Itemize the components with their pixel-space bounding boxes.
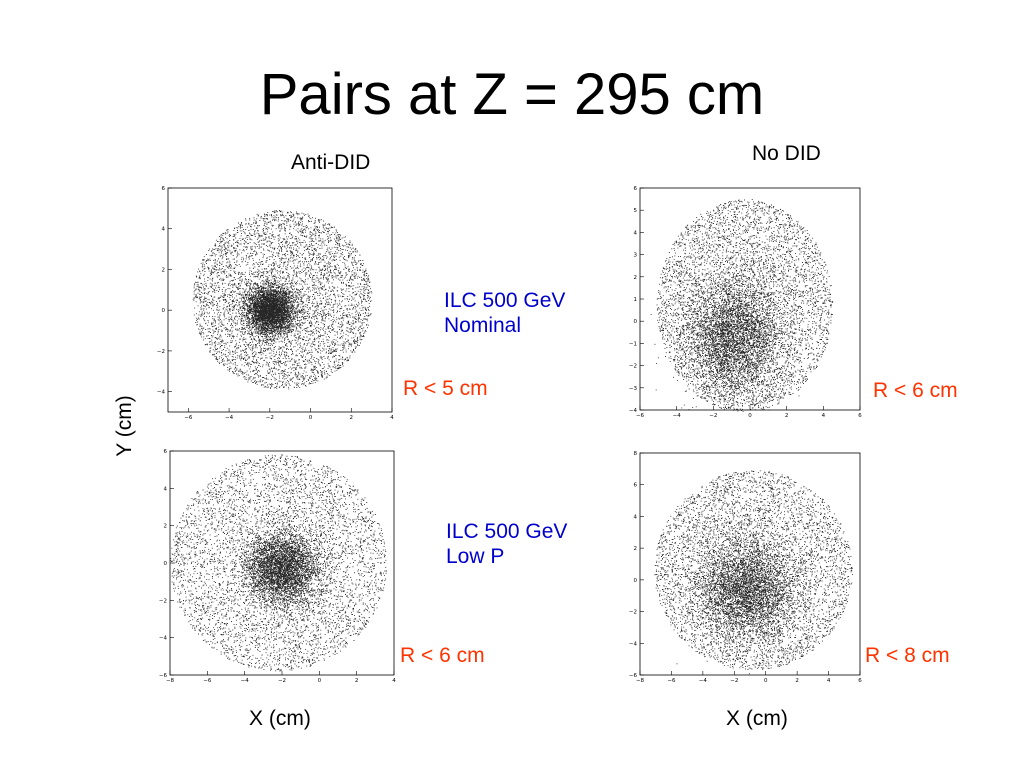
y-tick-label: 3 [634,253,638,259]
radius-label-br: R < 8 cm [865,644,950,667]
beam-note-top-line2: Nominal [444,314,522,337]
y-tick-label: −4 [159,636,168,642]
plot-frame [167,187,393,413]
radius-label-tr: R < 6 cm [873,379,958,402]
y-tick-label: −2 [157,349,165,355]
x-tick-label: 4 [390,415,394,421]
x-tick-label: 4 [392,678,396,684]
x-tick-label: −4 [241,678,250,684]
x-tick-label: 2 [795,678,799,684]
y-tick-label: −4 [629,408,638,414]
y-tick-label: 4 [162,227,166,233]
scatter-plot-anti-did-nominal: −6 −4 −2 0 2 4 −4 −2 0 2 4 6 [150,183,400,423]
y-tick-label: 2 [634,275,638,281]
x-tick-label: −6 [667,678,676,684]
plot-frame [639,452,861,676]
y-tick-label: 6 [164,449,168,455]
y-tick-label: −2 [629,610,637,616]
beam-note-top-line1: ILC 500 GeV [444,289,566,312]
beam-note-top: ILC 500 GeV Nominal [444,288,565,338]
x-tick-label: −6 [636,413,645,419]
y-tick-label: 8 [634,451,638,457]
y-tick-label: −2 [629,364,637,370]
y-tick-label: 4 [164,486,168,492]
y-tick-label: −2 [159,598,167,604]
x-tick-label: 6 [858,678,862,684]
y-tick-label: −4 [157,390,166,396]
x-tick-label: −2 [709,413,717,419]
scatter-points [650,199,834,412]
y-tick-label: −1 [629,341,637,347]
x-tick-label: 0 [318,678,322,684]
y-tick-label: 6 [634,186,638,192]
scatter-points [192,210,373,390]
x-tick-label: 6 [858,413,862,419]
x-tick-label: 2 [785,413,789,419]
y-tick-label: 5 [634,208,638,214]
y-tick-label: 2 [162,267,166,273]
y-tick-label: 2 [634,546,638,552]
y-tick-label: 2 [164,524,168,530]
scatter-plot-anti-did-lowp: −8 −6 −4 −2 0 2 4 −6 −4 −2 0 2 4 6 [150,446,402,686]
y-tick-label: −6 [629,673,638,679]
x-tick-label: 0 [309,415,313,421]
y-tick-label: 4 [634,230,638,236]
x-axis-title-left: X (cm) [249,707,311,730]
scatter-plot-no-did-nominal: −6 −4 −2 0 2 4 6 −4 −3 −2 −1 0 1 2 3 4 5 6 [620,183,870,423]
x-tick-label: −2 [730,678,738,684]
y-tick-label: −4 [629,641,638,647]
x-tick-label: 4 [827,678,831,684]
scatter-svg-anti-did-nominal: −6 −4 −2 0 2 4 −4 −2 0 2 4 6 [157,186,394,421]
y-tick-label: 0 [634,319,638,325]
x-tick-label: −4 [673,413,682,419]
scatter-plot-no-did-lowp: −8 −6 −4 −2 0 2 4 6 −6 −4 −2 0 2 4 6 8 [620,446,870,686]
y-tick-label: 0 [634,578,638,584]
x-axis-title-right: X (cm) [726,707,788,730]
beam-note-bottom: ILC 500 GeV Low P [446,519,567,569]
y-tick-label: 0 [162,308,166,314]
x-tick-label: 2 [355,678,359,684]
x-tick-label: −2 [266,415,274,421]
y-tick-label: −3 [629,386,638,392]
radius-label-bl: R < 6 cm [400,644,485,667]
scatter-points [170,454,387,672]
slide-title: Pairs at Z = 295 cm [259,62,765,127]
x-tick-label: 0 [764,678,768,684]
scatter-points [654,470,853,675]
column-heading-anti-did: Anti-DID [291,151,371,174]
x-tick-label: −6 [184,415,193,421]
x-tick-label: −4 [699,678,708,684]
beam-note-bottom-line2: Low P [446,545,505,568]
x-tick-label: 2 [350,415,354,421]
y-tick-label: −6 [159,673,168,679]
y-tick-label: 4 [634,514,638,520]
radius-label-tl: R < 5 cm [403,377,488,400]
x-tick-label: −6 [203,678,212,684]
y-tick-label: 6 [634,483,638,489]
x-tick-label: −8 [636,678,645,684]
y-tick-label: 0 [164,561,168,567]
y-axis-title: Y (cm) [113,395,136,457]
beam-note-bottom-line1: ILC 500 GeV [446,520,568,543]
column-heading-no-did: No DID [752,142,821,165]
x-tick-label: −4 [225,415,234,421]
x-tick-label: −2 [278,678,286,684]
x-tick-label: 0 [748,413,752,419]
x-tick-label: 4 [822,413,826,419]
y-tick-label: 6 [162,186,166,192]
x-tick-label: −8 [166,678,175,684]
y-tick-label: 1 [634,297,638,303]
